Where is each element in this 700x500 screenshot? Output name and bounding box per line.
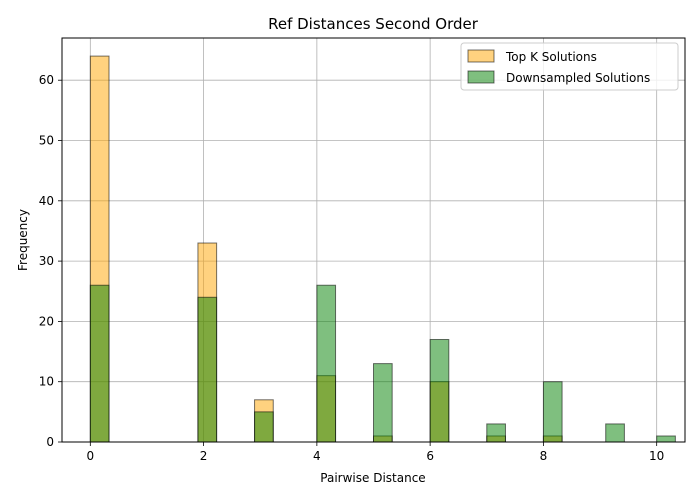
bar-downsampled[interactable] — [373, 363, 393, 443]
y-tick-label: 10 — [39, 375, 54, 389]
bar-downsampled[interactable] — [429, 338, 450, 443]
y-axis-ticks: 0 10 20 30 40 50 60 — [39, 73, 62, 449]
legend-swatch-downsampled — [467, 70, 495, 84]
y-tick-label: 60 — [39, 73, 54, 87]
y-axis-label: Frequency — [16, 209, 30, 271]
bar-downsampled[interactable] — [542, 381, 563, 443]
plot-frame — [61, 37, 686, 443]
x-axis-label: Pairwise Distance — [320, 471, 425, 485]
bar-downsampled[interactable] — [486, 423, 506, 443]
legend-label-top-k: Top K Solutions — [505, 50, 597, 64]
x-tick-label: 4 — [313, 449, 321, 463]
bar-downsampled[interactable] — [316, 284, 337, 443]
chart-title: Ref Distances Second Order — [268, 15, 479, 33]
bar-downsampled[interactable] — [605, 423, 625, 443]
y-tick-label: 20 — [39, 314, 54, 328]
gridlines — [62, 38, 685, 443]
x-tick-label: 2 — [200, 449, 208, 463]
legend-swatch-top-k — [467, 49, 495, 63]
y-tick-label: 40 — [39, 194, 54, 208]
x-tick-label: 0 — [86, 449, 94, 463]
x-tick-label: 8 — [540, 449, 548, 463]
bar-downsampled[interactable] — [254, 411, 274, 443]
x-tick-label: 6 — [426, 449, 434, 463]
bar-downsampled[interactable] — [197, 296, 218, 443]
legend[interactable]: Top K Solutions Downsampled Solutions — [460, 42, 679, 91]
bar-downsampled[interactable] — [89, 284, 110, 443]
legend-label-downsampled: Downsampled Solutions — [506, 71, 650, 85]
y-tick-label: 50 — [39, 134, 54, 148]
y-tick-label: 30 — [39, 254, 54, 268]
x-axis-ticks: 0 2 4 6 8 10 — [86, 442, 664, 463]
bar-downsampled[interactable] — [656, 435, 676, 443]
x-tick-label: 10 — [649, 449, 664, 463]
y-tick-label: 0 — [46, 435, 54, 449]
legend-box — [460, 42, 679, 91]
